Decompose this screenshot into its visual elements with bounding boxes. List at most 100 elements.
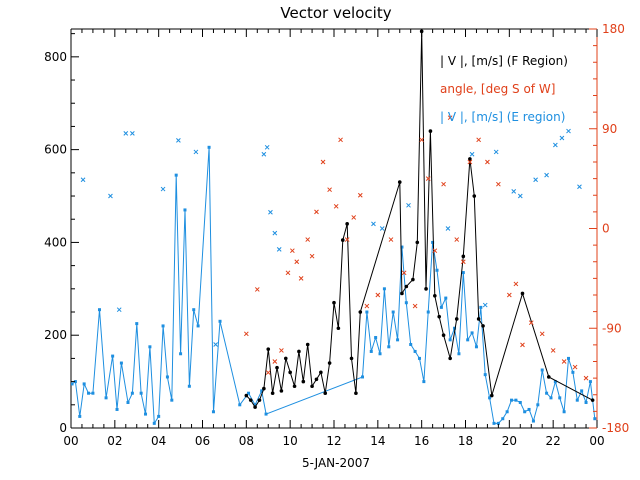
y-left-tick-label: 200 — [44, 328, 67, 342]
data-point — [374, 336, 378, 340]
data-point — [196, 324, 200, 328]
data-point — [528, 320, 534, 326]
data-point — [148, 345, 152, 349]
series-2 — [243, 115, 589, 381]
series-1 — [71, 145, 597, 425]
data-point — [165, 375, 169, 379]
data-point — [400, 291, 404, 296]
data-point — [213, 342, 219, 347]
series-layer — [71, 29, 597, 425]
data-point — [493, 149, 499, 155]
data-point — [413, 349, 417, 353]
data-point — [514, 398, 518, 402]
data-point — [275, 365, 279, 370]
data-point — [584, 400, 588, 404]
data-point — [415, 240, 420, 245]
data-point — [467, 159, 473, 165]
data-point — [135, 322, 139, 326]
data-point — [82, 382, 86, 386]
data-point — [161, 324, 165, 328]
data-point — [80, 177, 86, 183]
data-point — [506, 292, 512, 298]
data-point — [590, 398, 595, 402]
data-point — [262, 386, 266, 391]
data-point — [404, 301, 408, 305]
data-point — [349, 356, 354, 361]
legend-e-region: | V |, [m/s] (E region) — [440, 110, 565, 124]
data-point — [417, 356, 421, 360]
y-left-tick-label: 400 — [44, 235, 67, 249]
data-point — [207, 145, 211, 149]
data-point — [264, 412, 268, 416]
data-point — [174, 173, 178, 177]
data-point — [336, 326, 341, 331]
data-point — [314, 377, 319, 382]
data-point — [382, 287, 386, 291]
data-point — [447, 115, 453, 121]
data-point — [544, 172, 549, 178]
data-point — [279, 348, 284, 353]
data-point — [305, 342, 310, 347]
legend-angle: angle, [deg S of W] — [440, 82, 555, 96]
data-point — [485, 159, 490, 165]
data-point — [527, 407, 531, 411]
data-point — [253, 403, 257, 407]
data-point — [428, 129, 433, 133]
x-tick-label: 10 — [283, 434, 298, 448]
x-tick-label: 04 — [151, 434, 166, 448]
data-point — [433, 293, 437, 298]
data-point — [545, 391, 549, 395]
x-tick-label: 14 — [370, 434, 385, 448]
data-point — [301, 379, 306, 384]
data-point — [357, 192, 363, 198]
data-point — [104, 396, 108, 400]
data-point — [276, 247, 282, 252]
data-point — [379, 226, 385, 231]
y-right-tick-label: -180 — [602, 421, 629, 435]
data-point — [501, 417, 505, 421]
data-point — [126, 400, 130, 404]
data-point — [319, 370, 323, 375]
data-point — [257, 398, 262, 402]
data-point — [422, 380, 426, 384]
data-point — [265, 370, 271, 375]
y-left-tick-label: 600 — [44, 143, 67, 157]
data-point — [583, 375, 589, 381]
data-point — [546, 375, 551, 379]
data-point — [441, 333, 446, 338]
data-point — [369, 349, 373, 353]
data-point — [567, 356, 571, 360]
y-right-tick-label: 90 — [602, 122, 617, 136]
data-point — [533, 177, 538, 183]
data-point — [176, 137, 181, 143]
y-left-tick-label: 800 — [44, 50, 67, 64]
data-point — [333, 203, 339, 209]
data-point — [460, 259, 466, 265]
x-tick-label: 20 — [502, 434, 517, 448]
data-point — [426, 310, 430, 314]
data-point — [468, 157, 472, 161]
data-point — [553, 380, 557, 384]
series-3 — [80, 128, 582, 347]
data-point — [211, 410, 215, 414]
data-point — [193, 149, 199, 155]
data-point — [340, 238, 345, 242]
data-point — [476, 137, 482, 143]
data-point — [550, 348, 556, 353]
data-point — [391, 310, 395, 314]
data-point — [531, 419, 535, 423]
data-point — [360, 375, 364, 379]
data-point — [444, 296, 448, 300]
data-point — [71, 382, 74, 386]
data-point — [266, 347, 271, 351]
data-point — [323, 391, 328, 396]
data-point — [474, 345, 478, 349]
y-right-tick-label: 0 — [602, 222, 610, 236]
data-point — [517, 193, 523, 199]
data-point — [375, 292, 381, 298]
data-point — [97, 308, 101, 312]
data-point — [496, 181, 501, 187]
data-point — [431, 240, 435, 244]
legend: | V |, [m/s] (F Region) angle, [deg S of… — [440, 54, 568, 124]
x-tick-label: 00 — [63, 434, 78, 448]
